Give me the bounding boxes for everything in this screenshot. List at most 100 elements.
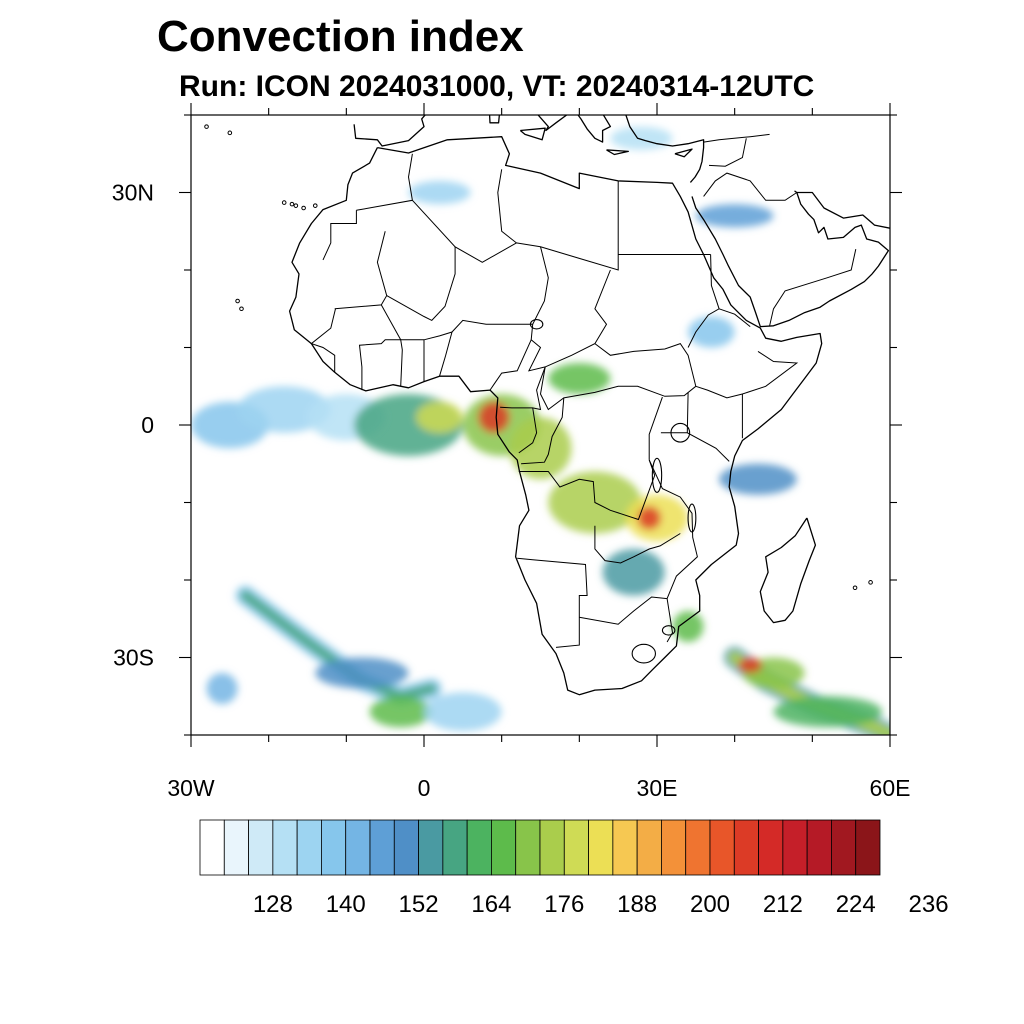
convection-cell — [416, 401, 463, 433]
country-border — [594, 343, 697, 387]
colorbar-swatch — [466, 819, 492, 876]
convection-cell — [773, 696, 883, 728]
colorbar-swatch — [636, 819, 662, 876]
colorbar-swatch — [418, 819, 444, 876]
colorbar-swatch — [369, 819, 395, 876]
island-outline — [301, 205, 306, 211]
country-border — [386, 246, 456, 322]
island-outline — [289, 201, 295, 207]
colorbar-label: 176 — [544, 891, 584, 918]
convection-cell — [369, 696, 432, 728]
convection-field — [191, 126, 890, 735]
colorbar-label: 236 — [909, 891, 949, 918]
convection-cell — [719, 463, 797, 495]
country-border — [518, 407, 538, 454]
colorbar-label: 200 — [690, 891, 730, 918]
island-outline — [235, 298, 240, 304]
convection-cell — [237, 386, 331, 433]
convection-cell — [738, 657, 762, 673]
sardinia-coastline — [488, 115, 501, 124]
country-border — [769, 248, 857, 326]
colorbar-label: 152 — [399, 891, 439, 918]
colorbar-swatch — [782, 819, 808, 876]
colorbar-swatch — [199, 819, 225, 876]
country-border — [380, 304, 402, 341]
map-title: Convection index — [157, 12, 524, 61]
colorbar-label: 128 — [253, 891, 293, 918]
island-outline — [227, 130, 233, 136]
country-border — [489, 339, 532, 391]
country-border — [660, 432, 730, 462]
convection-cell — [408, 180, 471, 205]
colorbar-label: 188 — [617, 891, 657, 918]
convection-cell — [315, 657, 409, 689]
colorbar-swatch — [515, 819, 541, 876]
country-border — [527, 246, 611, 372]
colorbar-label: 224 — [836, 891, 876, 918]
country-border — [695, 350, 799, 399]
country-border — [358, 339, 403, 391]
country-border — [516, 180, 619, 271]
colorbar-swatch — [831, 819, 857, 876]
convection-cell — [695, 204, 774, 228]
convection-cell — [478, 401, 510, 433]
convection-cell — [610, 126, 673, 150]
colorbar-swatch — [588, 819, 614, 876]
lake-tanganyika-outline — [651, 457, 663, 493]
colorbar-swatch — [855, 819, 881, 876]
lat-tick-label: 30N — [112, 180, 154, 206]
country-border — [439, 331, 453, 377]
colorbar-swatch — [733, 819, 759, 876]
lon-tick-label: 30E — [637, 775, 678, 801]
eswatini-border — [661, 625, 676, 636]
convection-cell — [424, 692, 502, 732]
colorbar-swatch — [612, 819, 638, 876]
colorbar-swatch — [806, 819, 832, 876]
country-border — [648, 396, 663, 460]
axis-ticks — [179, 103, 902, 747]
island-outline — [293, 203, 299, 208]
country-border — [356, 153, 413, 211]
country-border — [687, 254, 720, 348]
colorbar-label: 164 — [471, 891, 511, 918]
colorbar-swatch — [661, 819, 687, 876]
country-border — [517, 557, 588, 648]
colorbar-swatch — [321, 819, 347, 876]
country-border — [718, 308, 751, 327]
convection-cell — [206, 673, 238, 704]
lesotho-border — [631, 643, 656, 664]
colorbar-label: 212 — [763, 891, 803, 918]
balkans-coastline — [577, 115, 612, 143]
colorbar-swatch — [491, 819, 517, 876]
iran-coastline — [796, 191, 890, 229]
convection-cell — [602, 549, 665, 596]
colorbar-swatch — [248, 819, 274, 876]
lake-victoria-outline — [670, 422, 691, 443]
country-border — [594, 525, 681, 564]
lake-malawi-outline — [687, 503, 697, 533]
cyprus-coastline — [674, 148, 693, 158]
colorbar: 128 140 152 164 176 188 200 212 224 236 — [199, 819, 949, 918]
colorbar-swatch — [685, 819, 711, 876]
country-border — [648, 459, 698, 643]
arabia-coastline — [691, 190, 890, 328]
country-border — [322, 210, 357, 261]
colorbar-swatch — [758, 819, 784, 876]
map-subtitle: Run: ICON 2024031000, VT: 20240314-12UTC — [179, 70, 815, 103]
lat-tick-label: 30S — [113, 645, 154, 671]
country-border — [539, 366, 697, 411]
island-outline — [868, 580, 873, 585]
convection-cell — [548, 363, 611, 394]
convection-cell — [688, 316, 735, 348]
colorbar-swatch — [539, 819, 565, 876]
country-border — [703, 133, 770, 143]
lon-tick-label: 0 — [418, 775, 431, 801]
country-border — [579, 596, 668, 625]
colorbar-swatch — [296, 819, 322, 876]
island-outline — [281, 200, 287, 205]
convection-cell — [637, 506, 661, 530]
country-border — [708, 138, 747, 167]
coastlines-and-borders — [204, 115, 890, 696]
colorbar-swatch — [393, 819, 419, 876]
country-border — [518, 459, 656, 521]
